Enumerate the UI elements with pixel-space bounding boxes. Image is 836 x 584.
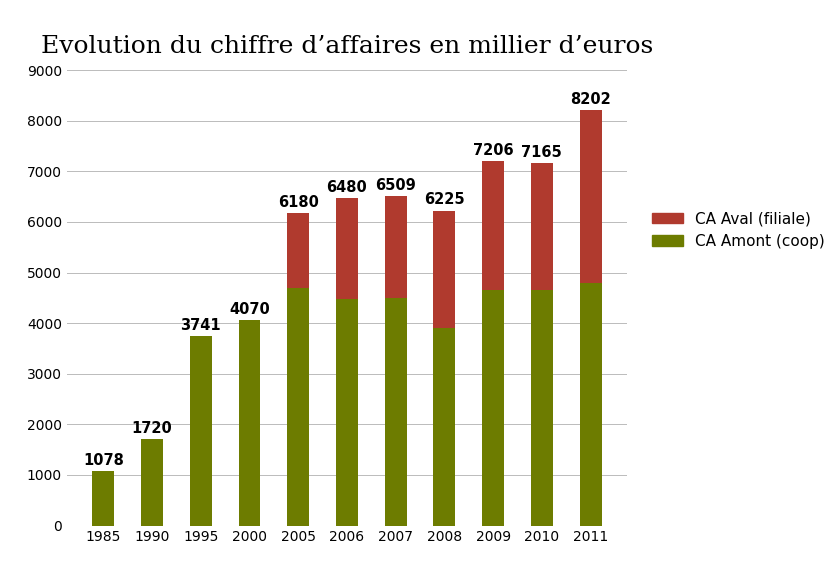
- Bar: [531, 163, 553, 290]
- Title: Evolution du chiffre d’affaires en millier d’euros: Evolution du chiffre d’affaires en milli…: [41, 36, 653, 58]
- Text: 6180: 6180: [278, 195, 319, 210]
- Bar: [482, 290, 504, 526]
- Bar: [190, 336, 212, 526]
- Text: 7165: 7165: [522, 145, 563, 160]
- Bar: [141, 439, 163, 526]
- Bar: [482, 161, 504, 290]
- Text: 6225: 6225: [424, 193, 465, 207]
- Bar: [288, 288, 309, 526]
- Bar: [385, 298, 406, 526]
- Bar: [433, 211, 456, 328]
- Bar: [433, 328, 456, 526]
- Bar: [579, 283, 602, 526]
- Text: 3741: 3741: [181, 318, 221, 333]
- Text: 6509: 6509: [375, 178, 416, 193]
- Bar: [336, 197, 358, 299]
- Bar: [336, 299, 358, 526]
- Legend: CA Aval (filiale), CA Amont (coop): CA Aval (filiale), CA Amont (coop): [646, 205, 831, 255]
- Bar: [385, 196, 406, 298]
- Bar: [92, 471, 115, 526]
- Text: 1078: 1078: [83, 453, 124, 468]
- Text: 8202: 8202: [570, 92, 611, 107]
- Text: 1720: 1720: [131, 420, 172, 436]
- Text: 4070: 4070: [229, 301, 270, 317]
- Bar: [579, 110, 602, 283]
- Bar: [238, 319, 261, 526]
- Bar: [288, 213, 309, 288]
- Text: 6480: 6480: [327, 180, 367, 194]
- Text: 7206: 7206: [473, 143, 513, 158]
- Bar: [531, 290, 553, 526]
